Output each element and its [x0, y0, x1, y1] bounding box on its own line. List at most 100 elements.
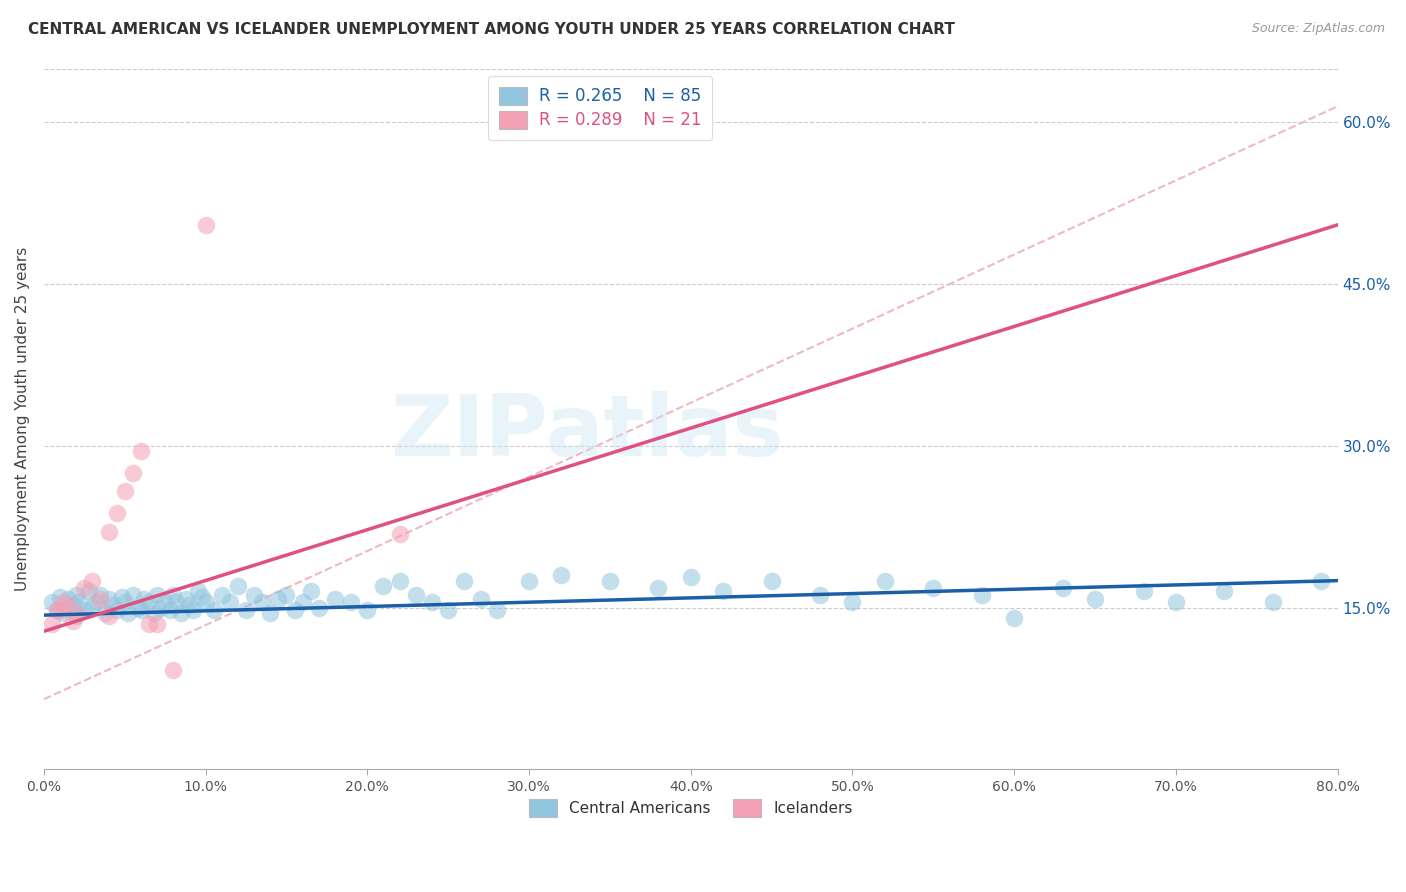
Point: [711, 584, 734, 599]
Point: [45, 603, 67, 617]
Point: [159, 603, 181, 617]
Point: [550, 568, 572, 582]
Point: [323, 591, 346, 606]
Point: [73, 581, 96, 595]
Point: [191, 590, 214, 604]
Point: [62, 614, 84, 628]
Point: [1213, 584, 1236, 599]
Point: [243, 588, 266, 602]
Point: [283, 603, 305, 617]
Point: [1052, 581, 1074, 595]
Point: [84, 595, 107, 609]
Point: [41, 595, 63, 609]
Point: [62, 599, 84, 613]
Point: [49, 590, 72, 604]
Point: [405, 588, 427, 602]
Point: [41, 616, 63, 631]
Point: [299, 584, 322, 599]
Point: [121, 466, 143, 480]
Point: [388, 574, 411, 588]
Point: [679, 570, 702, 584]
Point: [922, 581, 945, 595]
Point: [250, 595, 273, 609]
Point: [291, 595, 314, 609]
Point: [162, 663, 184, 677]
Point: [52, 595, 75, 609]
Point: [162, 588, 184, 602]
Point: [49, 603, 72, 617]
Point: [138, 616, 160, 631]
Point: [179, 599, 201, 613]
Point: [761, 574, 783, 588]
Point: [105, 506, 128, 520]
Point: [1002, 611, 1025, 625]
Point: [129, 444, 152, 458]
Point: [599, 574, 621, 588]
Point: [89, 591, 111, 606]
Point: [146, 616, 169, 631]
Point: [276, 588, 298, 602]
Point: [146, 588, 169, 602]
Point: [202, 603, 225, 617]
Point: [1310, 574, 1333, 588]
Point: [485, 603, 508, 617]
Point: [181, 603, 204, 617]
Legend: Central Americans, Icelanders: Central Americans, Icelanders: [522, 792, 860, 825]
Point: [194, 218, 217, 232]
Point: [211, 588, 233, 602]
Point: [153, 595, 176, 609]
Point: [194, 595, 217, 609]
Point: [517, 574, 540, 588]
Point: [1132, 584, 1154, 599]
Point: [841, 595, 863, 609]
Point: [73, 603, 96, 617]
Point: [259, 606, 281, 620]
Point: [94, 606, 117, 620]
Point: [65, 588, 87, 602]
Point: [121, 588, 143, 602]
Point: [808, 588, 831, 602]
Y-axis label: Unemployment Among Youth under 25 years: Unemployment Among Youth under 25 years: [15, 247, 30, 591]
Point: [1084, 591, 1107, 606]
Point: [114, 595, 136, 609]
Point: [127, 600, 149, 615]
Point: [114, 484, 136, 499]
Point: [117, 606, 139, 620]
Point: [453, 574, 475, 588]
Point: [1261, 595, 1284, 609]
Point: [65, 606, 87, 620]
Point: [340, 595, 363, 609]
Point: [142, 606, 165, 620]
Point: [110, 590, 132, 604]
Point: [186, 584, 208, 599]
Point: [356, 603, 378, 617]
Point: [129, 603, 152, 617]
Point: [267, 591, 290, 606]
Point: [82, 600, 104, 615]
Point: [45, 603, 67, 617]
Point: [218, 595, 240, 609]
Point: [101, 599, 124, 613]
Point: [82, 574, 104, 588]
Text: Source: ZipAtlas.com: Source: ZipAtlas.com: [1251, 22, 1385, 36]
Point: [420, 595, 443, 609]
Point: [166, 595, 188, 609]
Point: [97, 609, 120, 624]
Point: [174, 591, 197, 606]
Point: [388, 527, 411, 541]
Point: [89, 588, 111, 602]
Point: [373, 579, 395, 593]
Point: [97, 525, 120, 540]
Point: [56, 591, 79, 606]
Text: ZIPatlas: ZIPatlas: [391, 392, 785, 475]
Point: [437, 603, 460, 617]
Point: [149, 600, 172, 615]
Point: [308, 600, 330, 615]
Point: [170, 606, 193, 620]
Point: [970, 588, 993, 602]
Point: [52, 606, 75, 620]
Point: [1164, 595, 1187, 609]
Point: [105, 603, 128, 617]
Point: [235, 603, 257, 617]
Point: [470, 591, 492, 606]
